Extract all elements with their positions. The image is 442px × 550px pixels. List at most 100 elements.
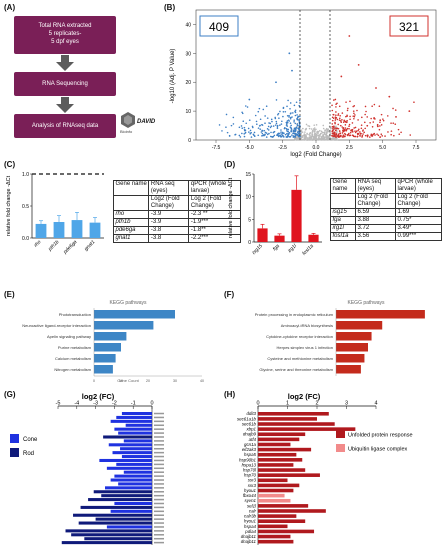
g-gene-label-placeholder [154, 483, 164, 485]
volcano-points [218, 35, 415, 141]
h-bar [258, 483, 300, 488]
volcano-point-up [379, 136, 382, 138]
panel-c-head-rnaseq: RNA seq (eyes) [148, 180, 190, 196]
volcano-point-down [292, 129, 295, 131]
volcano-point-down [297, 116, 299, 119]
volcano-point-down [290, 124, 292, 127]
table-cell: irg1l [330, 224, 356, 233]
h-gene-label: syvn1 [245, 498, 257, 503]
volcano-point-down [284, 133, 287, 136]
workflow-step-extraction: Total RNA extracted 5 replicates- 5 dpf … [14, 16, 116, 54]
volcano-y-tick-label: 30 [185, 51, 191, 57]
panel-h-title: log2 (FC) [288, 392, 321, 401]
panel-f-bars: Protein processing in endoplasmic reticu… [255, 308, 425, 376]
kegg-label: Protein processing in endoplasmic reticu… [255, 312, 334, 317]
kegg-bar [336, 365, 361, 374]
volcano-point-up [335, 136, 338, 138]
volcano-point-down [256, 123, 258, 126]
h-tick-label: 1 [286, 401, 289, 407]
h-bar [258, 422, 335, 426]
h-bar [258, 504, 309, 508]
volcano-point-up [331, 132, 334, 135]
volcano-point-down [261, 129, 263, 132]
volcano-point-up [362, 129, 364, 131]
h-gene-label: ssr3 [248, 478, 257, 483]
volcano-point-outlier [375, 87, 377, 89]
panel-h-axis: 0 1 2 3 4 [256, 401, 378, 545]
volcano-point-down [289, 107, 291, 110]
h-gene-label: sec61b [242, 421, 257, 426]
h-gene-label: dnajb11 [241, 539, 257, 544]
panel-g-log2fc-chart: log2 (FC) -5 -4 -3 -2 -1 0 Cone Rod [10, 392, 164, 545]
volcano-point-down [241, 132, 243, 135]
volcano-point-ns [300, 135, 302, 137]
h-gene-label: eif2ak3 [242, 447, 257, 452]
volcano-point-down [285, 136, 288, 138]
volcano-point-ns [326, 137, 329, 140]
volcano-point-up [333, 99, 335, 101]
volcano-point-ns [320, 130, 323, 133]
volcano-point-down [275, 99, 278, 101]
volcano-point-down [240, 125, 243, 127]
volcano-point-up [380, 124, 383, 126]
h-bar [258, 524, 288, 529]
volcano-point-outlier [291, 69, 293, 72]
volcano-point-ns [323, 133, 326, 136]
g-gene-label-placeholder [154, 475, 164, 477]
volcano-point-ns [307, 125, 309, 127]
volcano-point-ns [326, 134, 329, 137]
volcano-point-down [238, 134, 241, 137]
g-bar [99, 458, 152, 462]
volcano-point-up [386, 115, 389, 117]
volcano-point-up [338, 133, 340, 135]
kegg-bar [336, 310, 425, 319]
volcano-point-up [335, 117, 337, 120]
volcano-point-up [376, 133, 378, 135]
volcano-point-down [279, 134, 282, 137]
volcano-point-down [243, 126, 246, 129]
legend-label-rod: Rod [23, 451, 34, 457]
volcano-point-down [289, 116, 292, 119]
volcano-point-down [286, 132, 288, 135]
volcano-point-ns [332, 138, 335, 140]
legend-label-upr: Unfolded protein response [348, 433, 413, 439]
volcano-point-up [353, 127, 355, 129]
volcano-point-up [364, 134, 367, 137]
volcano-point-up [359, 131, 361, 133]
g-gene-label-placeholder [154, 432, 164, 434]
bar [308, 234, 319, 242]
volcano-x-tick-label: 7.5 [413, 145, 420, 151]
g-tick-label: -3 [93, 401, 98, 407]
volcano-point-down [295, 127, 298, 129]
table-cell: rho [112, 210, 150, 219]
g-bar [65, 529, 152, 533]
h-gene-label: sel1l [247, 503, 257, 508]
volcano-point-down [228, 134, 231, 137]
volcano-point-ns [305, 135, 308, 137]
volcano-point-down [221, 130, 223, 132]
g-gene-label-placeholder [154, 526, 164, 528]
h-bar [258, 468, 306, 472]
volcano-point-down [255, 120, 258, 123]
g-bar [103, 435, 152, 439]
bar [53, 222, 65, 238]
volcano-point-up [376, 123, 379, 126]
down-count-box [199, 15, 239, 37]
panel-c-bar-chart: relative fold change -ΔCt 0.00.51.0 rho p… [6, 172, 104, 256]
g-gene-label-placeholder [154, 416, 164, 419]
h-bar [258, 442, 291, 447]
volcano-point-down [243, 133, 246, 135]
volcano-point-up [384, 135, 386, 137]
volcano-point-down [289, 122, 292, 125]
volcano-point-up [345, 129, 348, 132]
h-tick-label: 3 [345, 401, 348, 407]
h-bar [258, 539, 294, 544]
volcano-point-outlier [248, 98, 251, 101]
h-gene-label: fbxo44 [243, 493, 257, 498]
volcano-point-down [226, 131, 229, 134]
g-tick-label: -2 [112, 401, 117, 407]
volcano-point-down [271, 120, 273, 123]
volcano-point-down [293, 104, 296, 107]
volcano-point-up [341, 112, 344, 114]
g-gene-label-placeholder [154, 428, 164, 430]
